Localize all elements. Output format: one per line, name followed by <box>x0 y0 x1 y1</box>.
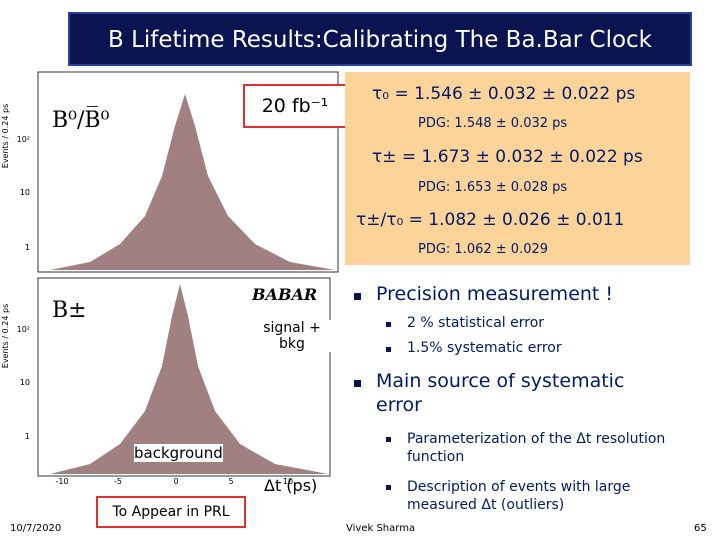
x-axis-label: Δt (ps) <box>264 476 318 495</box>
y-tick-label: 10² <box>17 325 30 334</box>
x-tick-label: 5 <box>228 477 233 486</box>
slide-title: B Lifetime Results:Calibrating The Ba.Ba… <box>68 12 692 66</box>
bullet: Precision measurement ! <box>376 283 614 305</box>
signal-label: signal + bkg <box>252 320 332 352</box>
x-tick-label: -5 <box>114 477 122 486</box>
x-tick-label: -10 <box>55 477 68 486</box>
histogram <box>50 284 328 474</box>
bullet: Main source of systematic error <box>376 370 625 416</box>
y-tick-label: 1 <box>25 432 30 441</box>
measurement: τ±/τ₀ = 1.082 ± 0.026 ± 0.011 <box>356 210 625 230</box>
x-tick-label: 0 <box>173 477 178 486</box>
results-box <box>345 72 690 265</box>
plot-label: B± <box>52 298 87 323</box>
y-axis-label: Events / 0.24 ps <box>1 104 10 168</box>
sub-bullet: 2 % statistical error <box>407 315 545 331</box>
bullet-marker <box>386 322 391 327</box>
page-number: 65 <box>694 523 707 534</box>
luminosity-label: 20 fb⁻¹ <box>243 84 347 128</box>
bullet-marker <box>386 347 391 352</box>
background-label: background <box>134 444 223 462</box>
pdg-value: PDG: 1.653 ± 0.028 ps <box>418 180 568 195</box>
y-axis-label: Events / 0.24 ps <box>1 304 10 368</box>
x-tick-label: 10 <box>283 477 293 486</box>
bullet-marker <box>354 380 361 387</box>
bullet-marker <box>354 293 361 300</box>
bullet-marker <box>386 437 391 442</box>
sub-bullet: Description of events with large measure… <box>407 479 631 513</box>
sub-bullet: Parameterization of the Δt resolution fu… <box>407 431 666 465</box>
bullet-marker <box>386 485 391 490</box>
footer-date: 10/7/2020 <box>10 523 62 534</box>
y-tick-label: 1 <box>25 243 30 252</box>
pdg-value: PDG: 1.548 ± 0.032 ps <box>418 116 568 131</box>
y-tick-label: 10² <box>17 135 30 144</box>
plot-label: B⁰/B̅⁰ <box>52 108 110 133</box>
histogram <box>50 94 335 270</box>
measurement: τ₀ = 1.546 ± 0.032 ± 0.022 ps <box>372 84 636 104</box>
sub-bullet: 1.5% systematic error <box>407 340 562 356</box>
pdg-value: PDG: 1.062 ± 0.029 <box>418 242 549 257</box>
y-tick-label: 10 <box>20 378 30 387</box>
footer-author: Vivek Sharma <box>346 523 416 534</box>
measurement: τ± = 1.673 ± 0.032 ± 0.022 ps <box>372 147 643 167</box>
experiment-label: BABAR <box>252 285 318 304</box>
publication-note: To Appear in PRL <box>96 496 246 528</box>
y-tick-label: 10 <box>20 188 30 197</box>
